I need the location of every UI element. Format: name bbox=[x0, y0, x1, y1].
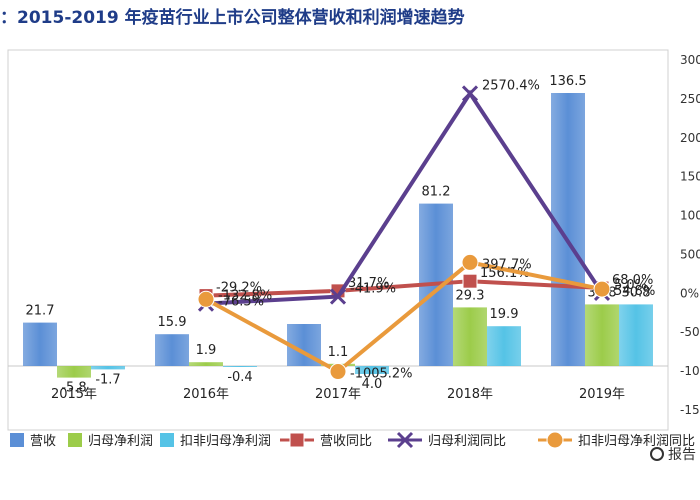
bar-label: 15.9 bbox=[158, 315, 187, 330]
bar-营收 bbox=[551, 93, 585, 366]
line-label: -41.9% bbox=[350, 282, 396, 297]
line-marker-square bbox=[289, 432, 305, 448]
line-label: -76.5% bbox=[218, 294, 264, 309]
right-axis-tick: 3000% bbox=[680, 53, 700, 67]
right-axis-tick: 2000% bbox=[680, 131, 700, 145]
wechat-icon bbox=[650, 447, 664, 461]
legend-label: 归母净利润 bbox=[88, 434, 153, 449]
line-label: 397.7% bbox=[482, 257, 532, 272]
legend-label: 营收 bbox=[30, 434, 56, 449]
bar-label: -0.4 bbox=[227, 370, 252, 385]
bar-label: -1.7 bbox=[95, 372, 120, 387]
bar-归母净利润 bbox=[585, 304, 619, 366]
bar-扣非归母净利润 bbox=[619, 304, 653, 366]
line-label: 31.7% bbox=[348, 276, 389, 291]
line-marker-circle bbox=[546, 431, 564, 449]
bar-label: 21.7 bbox=[26, 304, 55, 319]
bar-label: 29.3 bbox=[456, 288, 485, 303]
right-axis-tick: 0% bbox=[680, 286, 699, 300]
line-扣非归母净利润同比 bbox=[205, 260, 603, 374]
bar-扣非归母净利润 bbox=[223, 366, 257, 367]
legend-label: 扣非归母净利润 bbox=[180, 434, 271, 449]
legend-label: 营收同比 bbox=[320, 434, 372, 449]
bar-label: 1.1 bbox=[328, 345, 349, 360]
right-axis-tick: -1500% bbox=[680, 403, 700, 417]
line-marker-circle bbox=[329, 363, 347, 381]
x-tick-label: 2018年 bbox=[447, 387, 493, 402]
line-营收同比 bbox=[205, 279, 603, 298]
x-tick-label: 2015年 bbox=[51, 387, 97, 402]
line-label: 68.0% bbox=[612, 273, 653, 288]
legend-label: 扣非归母净利润同比 bbox=[578, 434, 695, 449]
line-marker-circle bbox=[593, 280, 611, 298]
line-label: -29.2% bbox=[216, 281, 262, 296]
watermark: 报告 bbox=[650, 444, 696, 464]
bar-label: 30.8 bbox=[622, 285, 651, 300]
bar-归母净利润 bbox=[57, 366, 91, 378]
bar-label: 136.5 bbox=[549, 74, 586, 89]
line-marker-circle bbox=[197, 290, 215, 308]
line-label: 2570.4% bbox=[482, 78, 540, 93]
plot-border bbox=[7, 49, 669, 431]
bar-归母净利润 bbox=[189, 362, 223, 366]
bar-归母净利润 bbox=[453, 307, 487, 366]
line-label: 5.0% bbox=[614, 278, 647, 293]
line-label: -132.8% bbox=[218, 289, 272, 304]
bar-label: 81.2 bbox=[422, 185, 451, 200]
bar-label: 19.9 bbox=[490, 307, 519, 322]
line-marker-x bbox=[396, 431, 414, 449]
line-label: -1005.2% bbox=[350, 367, 413, 382]
bar-label: 1.9 bbox=[196, 343, 217, 358]
legend-label: 归母利润同比 bbox=[428, 434, 506, 449]
legend-swatch bbox=[160, 433, 174, 447]
x-tick-label: 2019年 bbox=[579, 387, 625, 402]
bar-label: 4.0 bbox=[362, 377, 383, 392]
line-marker-x bbox=[461, 85, 479, 102]
bar-label: -5.8 bbox=[61, 381, 86, 396]
line-label: 54.8% bbox=[614, 284, 655, 299]
bar-营收 bbox=[23, 322, 57, 366]
right-axis-tick: 1500% bbox=[680, 170, 700, 184]
right-axis-tick: 500% bbox=[680, 247, 700, 261]
chart-title: ：2015-2019 年疫苗行业上市公司整体营收和利润增速趋势 bbox=[0, 8, 465, 28]
line-marker-x bbox=[329, 288, 347, 305]
right-axis-tick: -500% bbox=[680, 325, 700, 339]
bar-扣非归母净利润 bbox=[487, 326, 521, 366]
right-axis-tick: 1000% bbox=[680, 209, 700, 223]
bar-扣非归母净利润 bbox=[355, 366, 389, 374]
bar-营收 bbox=[155, 334, 189, 366]
legend-swatch bbox=[68, 433, 82, 447]
x-tick-label: 2016年 bbox=[183, 387, 229, 402]
x-tick-label: 2017年 bbox=[315, 387, 361, 402]
line-归母利润同比 bbox=[205, 89, 604, 306]
watermark-text: 报告 bbox=[668, 447, 696, 463]
legend-swatch bbox=[10, 433, 24, 447]
right-axis-tick: 2500% bbox=[680, 92, 700, 106]
right-axis-tick: -1000% bbox=[680, 364, 700, 378]
line-marker-circle bbox=[461, 253, 479, 271]
line-marker-square bbox=[462, 273, 478, 289]
bar-扣非归母净利润 bbox=[91, 366, 125, 370]
